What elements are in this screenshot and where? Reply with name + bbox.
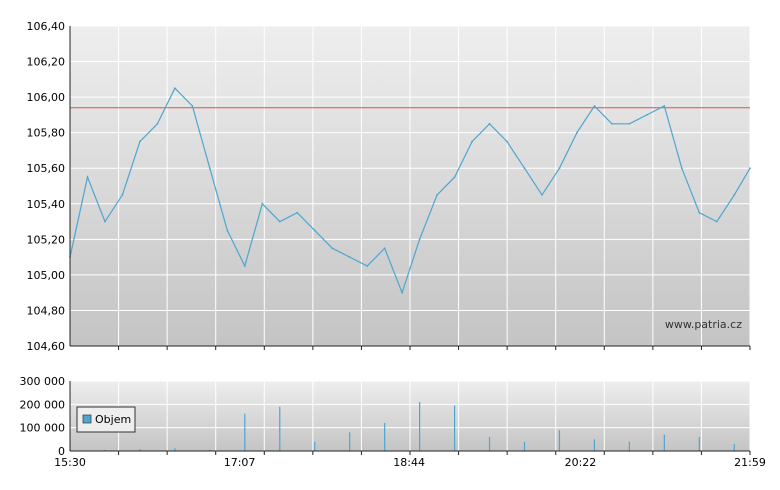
- volume-legend: Objem: [76, 406, 136, 433]
- price-point: [296, 211, 299, 214]
- volume-bar: [593, 439, 596, 451]
- volume-bar: [384, 423, 386, 451]
- volume-y-tick-label: 300 000: [20, 375, 66, 388]
- volume-bar: [698, 437, 700, 451]
- price-point: [663, 105, 666, 107]
- price-point: [488, 122, 491, 125]
- volume-bar: [733, 444, 735, 451]
- price-point: [541, 193, 543, 196]
- volume-y-tick-label: 100 000: [20, 422, 66, 435]
- price-x-axis: [118, 346, 751, 350]
- price-point: [331, 247, 334, 250]
- price-point: [715, 220, 718, 223]
- price-point: [506, 140, 508, 143]
- price-y-tick-label: 105,80: [27, 127, 66, 140]
- price-point: [680, 167, 683, 170]
- price-point: [733, 193, 736, 196]
- volume-x-tick-label: 18:44: [393, 456, 425, 469]
- volume-x-tick-label: 17:07: [224, 456, 256, 469]
- price-point: [698, 211, 701, 214]
- price-y-tick-label: 105,20: [27, 233, 66, 246]
- price-y-tick-label: 104,80: [27, 304, 66, 317]
- price-point: [156, 122, 159, 125]
- price-point: [576, 131, 578, 134]
- volume-bar: [453, 405, 456, 451]
- legend-label: Objem: [95, 413, 131, 426]
- price-point: [366, 265, 369, 267]
- volume-bar: [628, 441, 630, 451]
- price-point: [401, 291, 404, 294]
- price-y-tick-label: 106,00: [27, 91, 66, 104]
- price-chart: 106,40 106,20 106,00 105,80 105,60 105,40 105,…: [27, 20, 751, 353]
- price-point: [611, 122, 613, 125]
- volume-bar: [349, 432, 351, 451]
- price-point: [121, 193, 124, 196]
- volume-bar: [209, 449, 211, 451]
- volume-x-tick-label: 21:59: [734, 456, 766, 469]
- price-point: [749, 167, 751, 170]
- price-point: [628, 122, 631, 125]
- price-point: [593, 105, 596, 107]
- volume-bar: [279, 406, 281, 451]
- volume-y-axis: 300 000 200 000 100 000 0: [20, 375, 66, 458]
- price-point: [139, 140, 141, 143]
- volume-bar: [558, 430, 561, 451]
- volume-x-tick-label: 15:30: [54, 456, 86, 469]
- watermark-text: www.patria.cz: [665, 318, 742, 331]
- price-point: [645, 113, 648, 116]
- volume-bar: [244, 413, 246, 451]
- price-point: [523, 167, 526, 170]
- price-point: [383, 247, 386, 250]
- price-point: [278, 220, 281, 223]
- volume-bar: [523, 441, 526, 451]
- price-point: [418, 238, 421, 241]
- price-points: [69, 87, 751, 294]
- price-y-tick-label: 105,40: [27, 198, 66, 211]
- volume-bar: [139, 449, 141, 451]
- price-point: [243, 265, 246, 267]
- volume-chart: 300 000 200 000 100 000 0 15:30 17:07 18:44 20…: [20, 375, 766, 469]
- price-y-tick-label: 106,20: [27, 56, 66, 69]
- volume-x-axis: 15:30 17:07 18:44 20:22 21:59: [54, 451, 766, 469]
- price-point: [104, 220, 106, 223]
- legend-swatch: [82, 414, 92, 424]
- price-point: [436, 193, 438, 196]
- volume-bar: [488, 437, 491, 451]
- volume-y-tick-label: 0: [58, 445, 65, 458]
- volume-bar: [174, 448, 176, 451]
- price-y-tick-label: 105,60: [27, 162, 66, 175]
- volume-bar: [314, 441, 316, 451]
- price-point: [471, 140, 473, 143]
- price-point: [173, 87, 176, 90]
- price-point: [348, 256, 351, 259]
- price-y-tick-label: 105,00: [27, 269, 66, 282]
- price-point: [558, 167, 561, 170]
- price-y-tick-label: 106,40: [27, 20, 66, 33]
- price-point: [453, 176, 456, 179]
- price-y-tick-label: 104,60: [27, 340, 66, 353]
- price-point: [261, 202, 264, 205]
- volume-bar: [104, 449, 106, 451]
- price-y-axis: 106,40 106,20 106,00 105,80 105,60 105,40 105,…: [27, 20, 66, 353]
- price-point: [226, 229, 229, 232]
- price-point: [313, 229, 316, 232]
- volume-bar: [419, 402, 421, 451]
- price-series-line: [70, 87, 750, 295]
- volume-bar: [663, 434, 665, 451]
- price-point: [208, 167, 211, 170]
- price-point: [191, 105, 194, 107]
- volume-x-tick-label: 20:22: [565, 456, 597, 469]
- volume-y-tick-label: 200 000: [20, 398, 66, 411]
- price-point: [86, 176, 89, 179]
